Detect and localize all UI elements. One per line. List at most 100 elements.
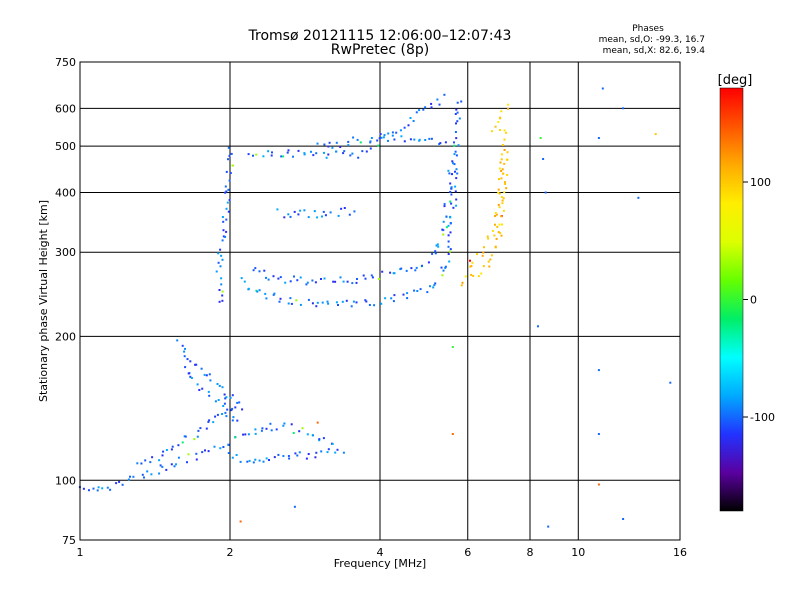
echo-point <box>228 199 231 201</box>
echo-point <box>324 214 327 217</box>
echo-point <box>449 250 451 253</box>
echo-point <box>454 185 457 188</box>
echo-point <box>212 421 215 424</box>
echo-point <box>322 437 325 440</box>
echo-point <box>220 254 223 257</box>
echo-point <box>447 224 450 227</box>
echo-point <box>342 451 345 454</box>
echo-point <box>252 154 254 157</box>
echo-point <box>460 284 463 287</box>
echo-point <box>305 283 308 286</box>
echo-point <box>382 136 385 139</box>
echo-point <box>222 220 225 223</box>
echo-point <box>225 218 228 221</box>
echo-point <box>258 270 261 273</box>
echo-point <box>339 146 342 148</box>
echo-point <box>501 202 504 205</box>
echo-point <box>248 459 251 462</box>
echo-point <box>327 145 330 148</box>
echo-point <box>356 138 359 141</box>
echo-point <box>503 149 506 151</box>
echo-point <box>189 360 192 363</box>
echo-point <box>365 150 368 153</box>
echo-point <box>258 289 261 292</box>
echo-point <box>303 209 306 212</box>
echo-point <box>316 216 319 219</box>
echo-point <box>384 297 387 300</box>
echo-point <box>183 355 186 358</box>
echo-point <box>476 253 478 256</box>
echo-point <box>327 302 330 305</box>
echo-point <box>284 281 287 284</box>
echo-point <box>503 129 506 132</box>
echo-point <box>183 350 186 353</box>
echo-point <box>438 103 441 106</box>
echo-point <box>170 463 173 466</box>
echo-point <box>247 433 250 436</box>
echo-point <box>438 143 441 145</box>
echo-point <box>471 261 474 264</box>
echo-point <box>503 191 506 194</box>
echo-point <box>225 230 228 233</box>
echo-point <box>92 487 95 490</box>
echo-point <box>352 136 355 139</box>
echo-point <box>347 140 350 143</box>
y-tick-label: 200 <box>55 330 76 343</box>
echo-point <box>352 300 355 303</box>
echo-point <box>299 303 302 306</box>
echo-point <box>252 461 255 464</box>
echo-point <box>391 134 394 137</box>
echo-point <box>502 197 505 200</box>
echo-point <box>313 210 316 213</box>
echo-point <box>230 152 233 155</box>
echo-point <box>447 253 450 255</box>
echo-point <box>491 229 494 232</box>
echo-point <box>430 106 433 109</box>
echo-point <box>177 456 180 459</box>
echo-point <box>225 207 228 210</box>
echo-point <box>208 394 211 397</box>
echo-point <box>181 441 184 444</box>
echo-point <box>369 147 372 150</box>
echo-point <box>239 460 242 463</box>
echo-point <box>500 110 503 113</box>
echo-point <box>298 430 301 433</box>
echo-point <box>221 290 224 293</box>
echo-point <box>140 462 143 465</box>
echo-point <box>196 435 199 438</box>
echo-point <box>332 280 335 283</box>
echo-point <box>601 87 604 90</box>
echo-point <box>162 450 165 453</box>
echo-point <box>597 369 600 372</box>
echo-point <box>400 135 403 138</box>
echo-point <box>376 139 379 142</box>
echo-point <box>336 448 339 451</box>
echo-point <box>369 140 372 143</box>
echo-point <box>88 489 90 492</box>
echo-point <box>442 269 445 272</box>
echo-point <box>218 384 221 387</box>
echo-point <box>222 446 225 448</box>
echo-point <box>288 457 291 460</box>
echo-point <box>132 475 135 478</box>
echo-point <box>222 229 225 232</box>
echo-point <box>458 117 461 120</box>
echo-point <box>373 304 376 307</box>
echo-point <box>487 260 490 263</box>
echo-point <box>351 282 354 285</box>
y-tick-label: 750 <box>55 56 76 69</box>
echo-point <box>637 196 640 199</box>
echo-point <box>193 438 196 441</box>
echo-point <box>269 422 272 425</box>
echo-point <box>370 274 373 277</box>
echo-point <box>223 393 226 396</box>
y-tick-label: 600 <box>55 102 76 115</box>
echo-point <box>339 276 342 279</box>
echo-point <box>455 198 458 201</box>
echo-point <box>455 168 458 171</box>
echo-point <box>207 390 210 393</box>
echo-point <box>109 488 112 491</box>
echo-point <box>499 161 502 164</box>
echo-point <box>272 275 275 278</box>
